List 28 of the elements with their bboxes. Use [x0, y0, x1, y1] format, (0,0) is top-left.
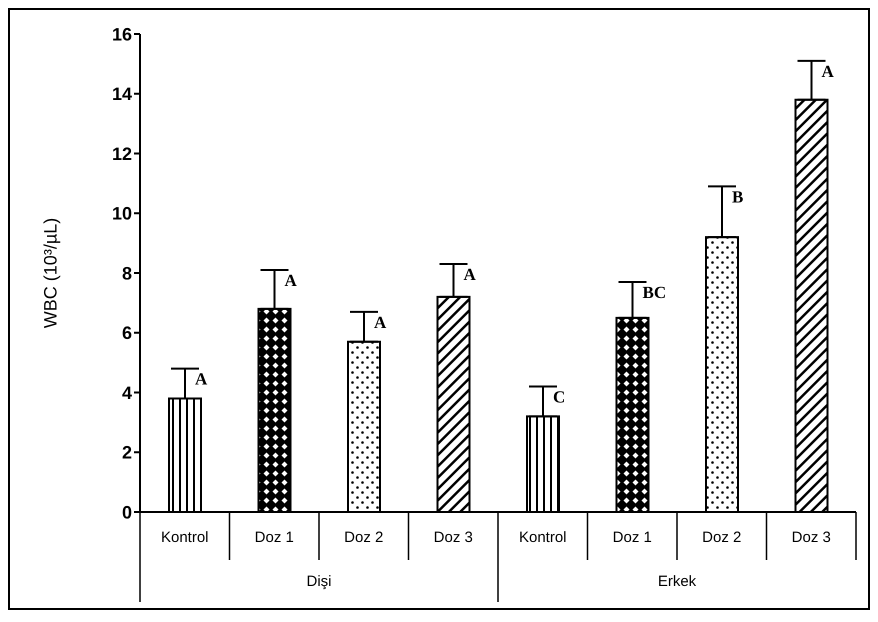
- data-label: A: [284, 271, 298, 290]
- y-tick-label: 8: [122, 263, 132, 284]
- y-tick-label: 4: [122, 382, 132, 403]
- data-label: A: [464, 265, 476, 284]
- y-tick-label: 14: [112, 84, 132, 104]
- data-label: A: [195, 370, 208, 389]
- y-tick-label: 16: [112, 24, 132, 44]
- y-tick-label: 6: [122, 323, 132, 344]
- y-axis-title: WBC (10³/µL): [40, 218, 60, 328]
- x-tick-label: Doz 2: [344, 529, 384, 546]
- x-tick-label: Doz 3: [792, 529, 831, 546]
- y-tick-label: 10: [112, 204, 132, 224]
- x-tick-label: Kontrol: [518, 529, 567, 546]
- x-tick-label: Doz 2: [702, 529, 742, 546]
- data-label: C: [553, 388, 566, 407]
- data-label: BC: [642, 282, 666, 302]
- y-tick-label: 0: [122, 502, 132, 522]
- x-tick-label: Doz 1: [254, 529, 294, 546]
- data-label: A: [822, 62, 834, 81]
- text: Dişi: [306, 573, 332, 590]
- data-label: B: [732, 187, 744, 206]
- y-tick-label: 2: [122, 442, 132, 463]
- x-tick-label: Doz 3: [434, 529, 473, 546]
- y-tick-label: 12: [112, 144, 132, 164]
- text: Erkek: [658, 573, 697, 590]
- data-label: A: [374, 312, 387, 332]
- x-tick-label: Kontrol: [160, 529, 209, 546]
- x-tick-label: Doz 1: [612, 529, 652, 546]
